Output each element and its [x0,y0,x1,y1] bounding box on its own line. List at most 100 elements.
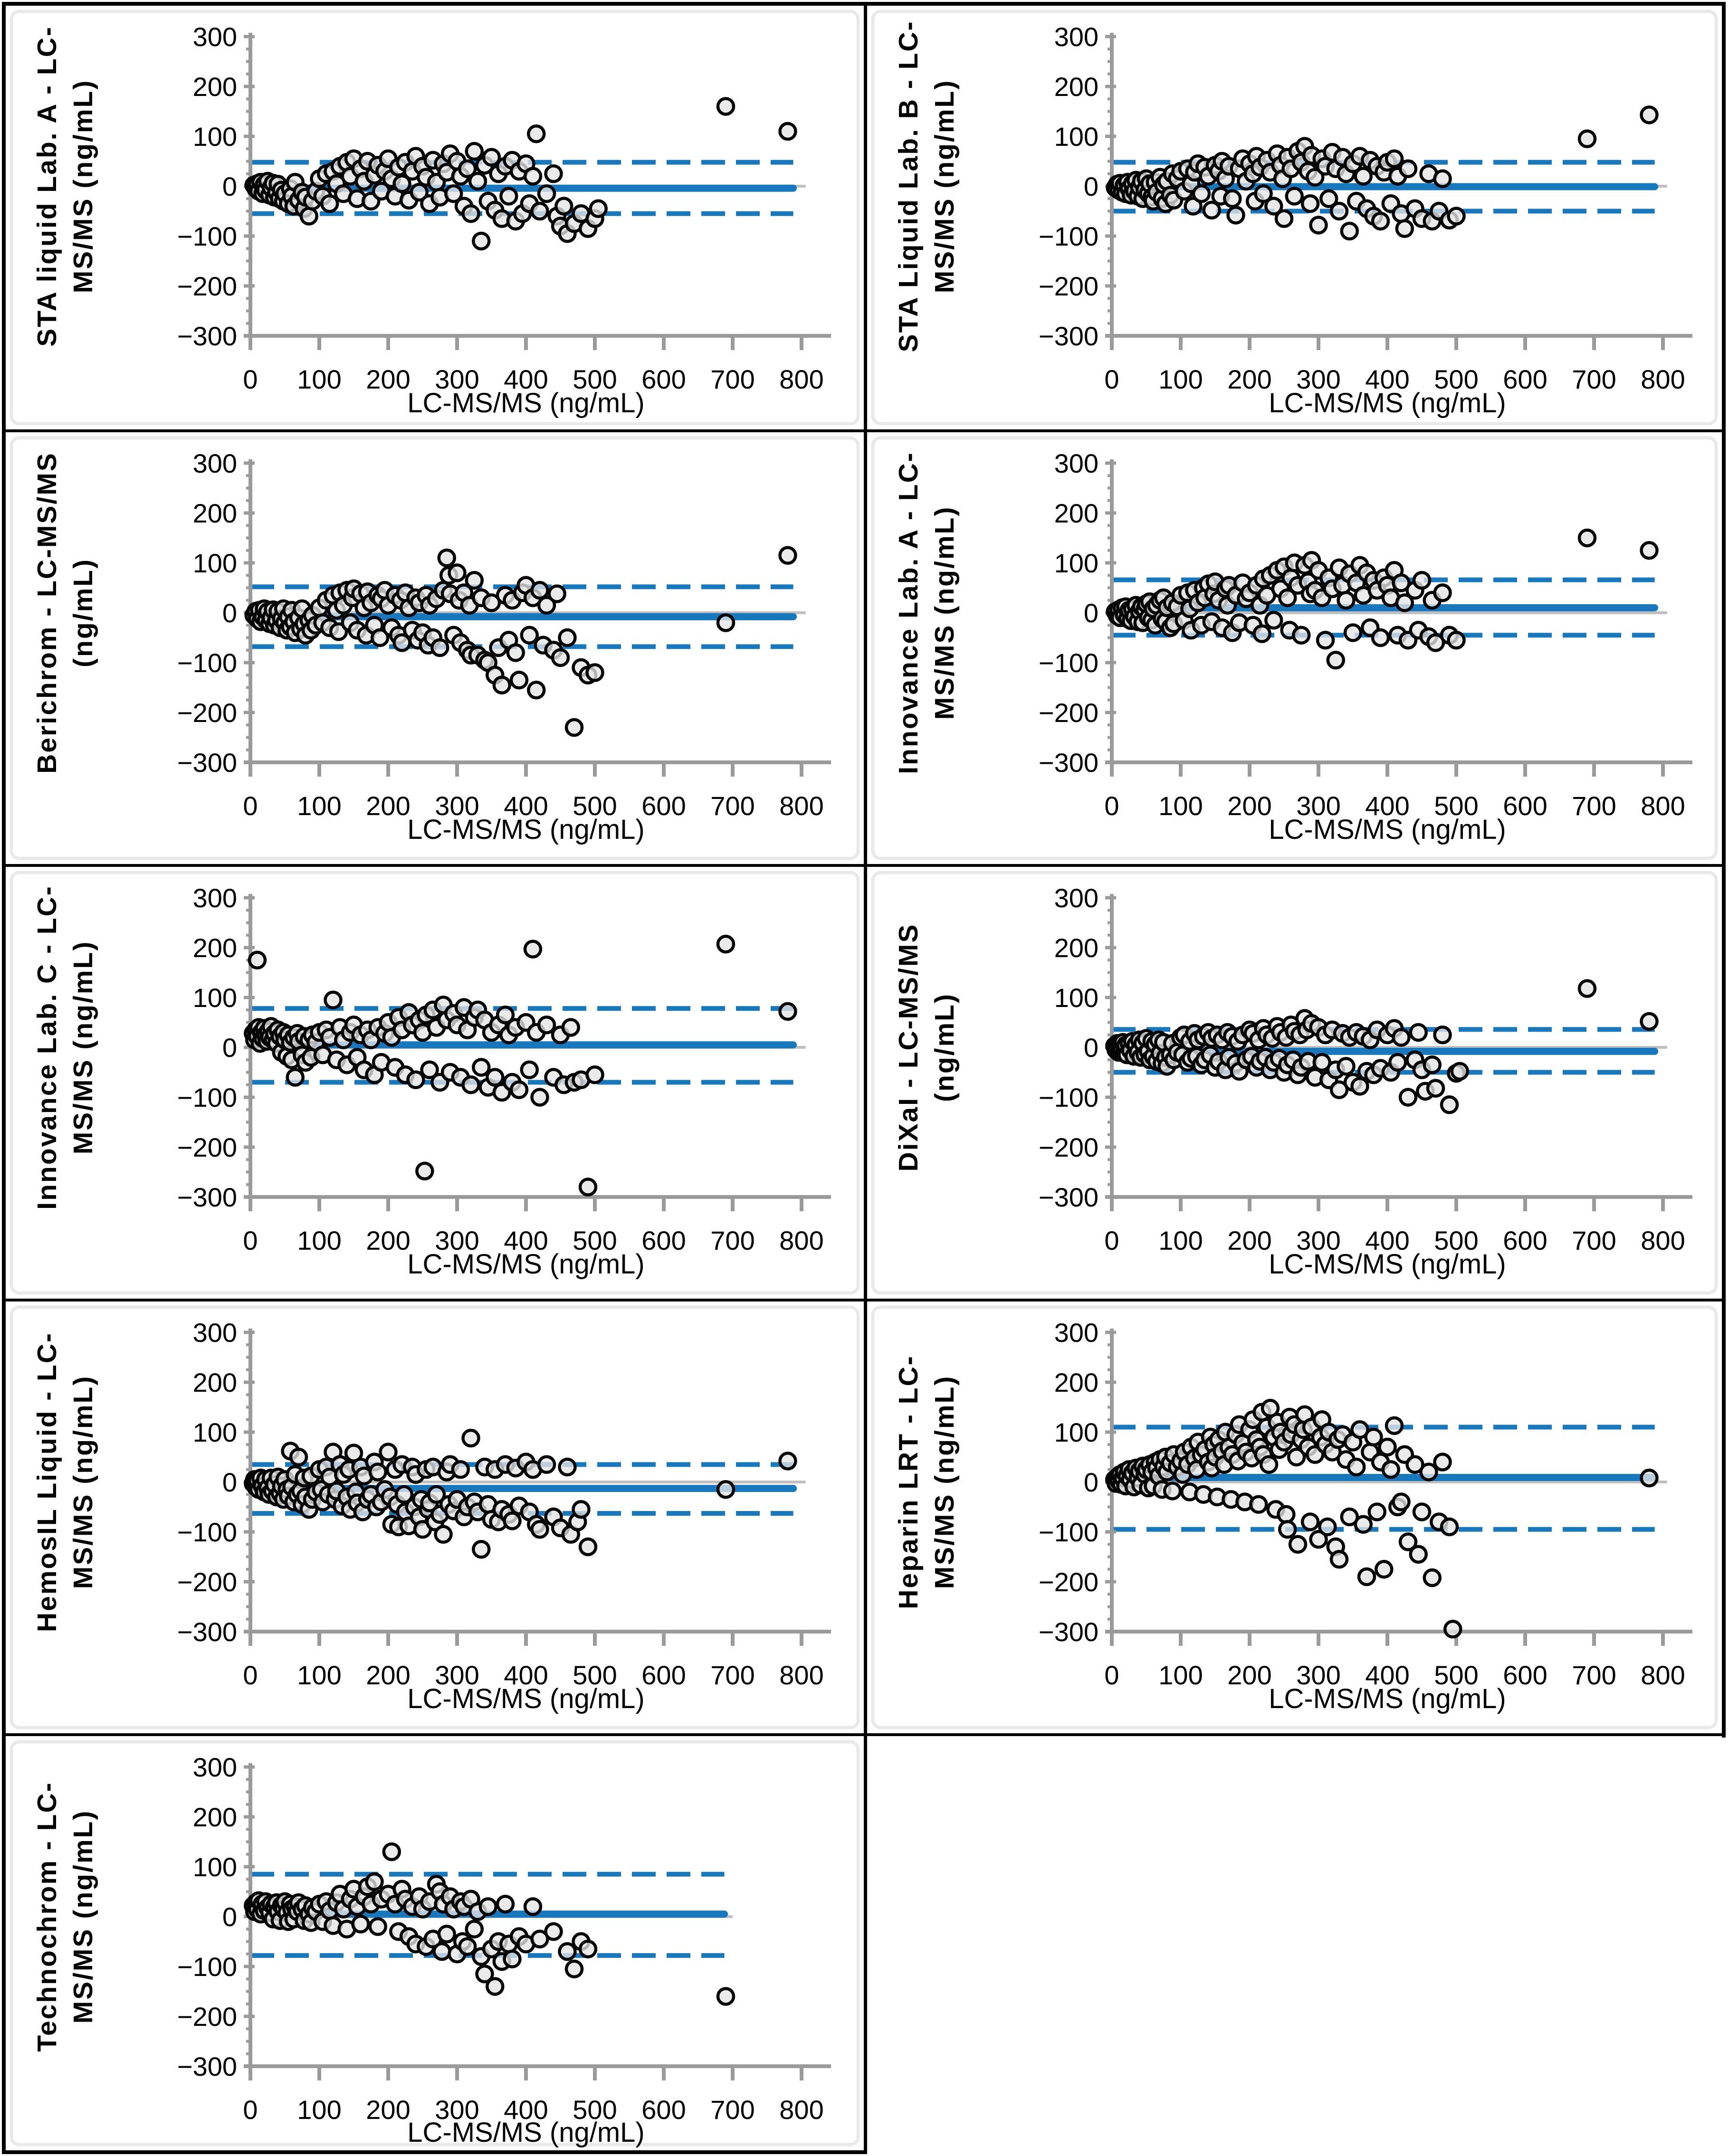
data-point [558,1942,577,1961]
data-point [430,638,449,657]
data-point [1226,206,1245,225]
y-tick-label: 100 [193,122,237,152]
data-point [1309,216,1328,235]
y-tick-label: −300 [1039,1182,1099,1212]
data-point [578,1939,598,1958]
panel-cell-6: 300 200 100 0 −100 −200 −300 0 100 200 300 400 500 60… [867,867,1722,1299]
x-tick-label: 0 [1104,1660,1119,1690]
x-tick-label: 100 [297,1660,341,1690]
data-point [406,1070,425,1089]
y-tick-label: 100 [1054,1417,1099,1447]
data-point [368,1463,387,1482]
data-point [1423,1055,1442,1074]
chart-area-frame [871,436,1718,860]
x-tick-label: 200 [1227,364,1271,394]
data-point [1447,631,1466,650]
data-point [1378,1437,1397,1457]
x-tick-label: 0 [243,1660,258,1690]
data-point [523,1897,543,1916]
y-tick-label: 300 [193,1752,237,1782]
panel-cell-5: 300 200 100 0 −100 −200 −300 0 100 200 300 400 500 60… [6,867,864,1299]
y-tick-label: −200 [1039,698,1099,728]
y-tick-label: 0 [1084,1467,1099,1497]
y-axis-title-line1: Innovance Lab. C - LC- [32,885,62,1210]
x-tick-label: 800 [779,791,823,821]
y-tick-label: −200 [177,1567,237,1597]
x-axis-title: LC-MS/MS (ng/mL) [407,2117,645,2148]
data-point [392,174,411,193]
x-axis-title: LC-MS/MS (ng/mL) [1269,814,1506,845]
data-point [486,1068,505,1087]
data-point [530,1929,549,1948]
y-axis-title-line2: MS/MS (ng/mL) [929,506,960,720]
y-tick-label: 300 [193,22,237,52]
x-axis-title: LC-MS/MS (ng/mL) [407,814,645,845]
y-tick-label: 300 [1054,883,1099,913]
data-point [1316,631,1335,650]
data-point [1433,583,1452,602]
data-point [520,626,539,645]
chart-area-frame [10,9,860,426]
y-tick-label: −300 [177,2052,237,2081]
y-tick-label: −300 [177,1617,237,1647]
data-point [1398,159,1418,178]
data-point [1319,189,1338,208]
y-tick-label: −300 [177,1182,237,1212]
x-tick-label: 300 [435,364,479,394]
data-point [716,613,736,632]
data-point [1385,1416,1404,1435]
y-tick-label: −300 [177,321,237,351]
data-point [482,148,501,167]
y-tick-label: 200 [1054,933,1099,963]
data-point [1300,1512,1320,1531]
data-point [1412,1502,1432,1521]
x-tick-label: 100 [297,2095,341,2125]
chart-area-frame [871,9,1718,426]
data-point [324,990,343,1009]
x-tick-label: 600 [641,1225,686,1255]
y-axis-title-line1: STA liquid Lab. A - LC- [32,26,62,347]
y-tick-label: 0 [222,1902,237,1932]
x-tick-label: 700 [1572,1660,1616,1690]
data-point [461,1428,480,1448]
data-point [320,194,339,213]
x-tick-label: 700 [710,364,755,394]
x-axis-title: LC-MS/MS (ng/mL) [407,1683,645,1714]
grid-divider-row3 [2,1299,1726,1301]
y-tick-label: −100 [1039,1083,1099,1112]
y-tick-label: −100 [1039,221,1099,251]
data-point [509,1080,529,1099]
data-point [1433,1026,1452,1045]
x-tick-label: 500 [573,1660,617,1690]
data-point [1354,167,1373,186]
data-point [527,124,546,143]
chart-area-frame [10,1305,860,1729]
x-axis-title: LC-MS/MS (ng/mL) [407,388,645,418]
x-tick-label: 600 [1503,364,1547,394]
y-tick-label: 100 [1054,983,1099,1013]
data-point [1375,1560,1394,1579]
data-point [415,1161,434,1181]
data-point [1395,593,1414,612]
data-point [1287,1447,1306,1467]
y-tick-label: 300 [1054,448,1099,478]
x-tick-label: 400 [1365,364,1409,394]
data-point [1329,1550,1349,1569]
x-tick-label: 300 [435,791,479,821]
data-point [248,950,267,969]
chart-area-frame [10,436,860,860]
y-tick-label: −100 [177,1517,237,1547]
y-tick-label: 100 [1054,122,1099,152]
data-point [420,1060,439,1079]
y-tick-label: 0 [222,1033,237,1063]
y-axis-title-line1: Innovance Lab. A - LC- [893,451,924,774]
data-point [1312,1053,1331,1072]
x-tick-label: 500 [1434,364,1478,394]
y-tick-label: 200 [193,498,237,528]
x-tick-label: 300 [1296,364,1340,394]
grid-divider-row4 [2,1733,1726,1736]
x-tick-label: 300 [1296,1225,1340,1255]
data-point [1278,1520,1297,1539]
